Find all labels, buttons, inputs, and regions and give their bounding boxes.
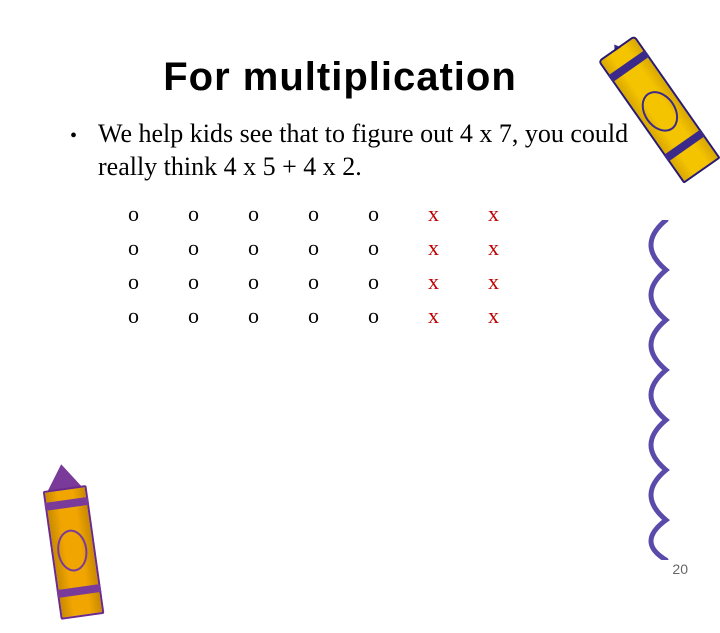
- array-o-cell: o: [180, 303, 240, 337]
- array-x-cell: x: [420, 269, 480, 303]
- array-o-cell: o: [120, 303, 180, 337]
- array-o-cell: o: [360, 235, 420, 269]
- array-o-cell: o: [120, 269, 180, 303]
- array-o-cell: o: [120, 235, 180, 269]
- array-o-cell: o: [180, 269, 240, 303]
- array-o-cell: o: [120, 201, 180, 235]
- page-number: 20: [672, 561, 688, 577]
- array-o-cell: o: [240, 269, 300, 303]
- array-o-cell: o: [180, 201, 240, 235]
- array-x-cell: x: [480, 269, 540, 303]
- crayon-bottom-left-decoration: [19, 447, 161, 632]
- array-o-cell: o: [240, 201, 300, 235]
- array-x-cell: x: [420, 235, 480, 269]
- array-o-cell: o: [300, 269, 360, 303]
- bullet-text-content: We help kids see that to figure out 4 x …: [98, 119, 628, 181]
- bullet-item: • We help kids see that to figure out 4 …: [70, 118, 660, 183]
- array-o-cell: o: [360, 303, 420, 337]
- array-o-cell: o: [360, 201, 420, 235]
- array-o-cell: o: [240, 235, 300, 269]
- array-x-cell: x: [480, 201, 540, 235]
- slide-title: For multiplication: [0, 55, 720, 100]
- array-x-cell: x: [480, 235, 540, 269]
- bullet-marker: •: [70, 124, 77, 149]
- array-x-cell: x: [420, 303, 480, 337]
- array-o-cell: o: [300, 303, 360, 337]
- array-x-cell: x: [480, 303, 540, 337]
- array-o-cell: o: [240, 303, 300, 337]
- array-o-cell: o: [300, 201, 360, 235]
- array-o-cell: o: [360, 269, 420, 303]
- crayon-top-right-decoration: [557, 9, 720, 220]
- multiplication-array-grid: oooooxxoooooxxoooooxxoooooxx: [120, 201, 720, 337]
- array-o-cell: o: [180, 235, 240, 269]
- array-x-cell: x: [420, 201, 480, 235]
- array-o-cell: o: [300, 235, 360, 269]
